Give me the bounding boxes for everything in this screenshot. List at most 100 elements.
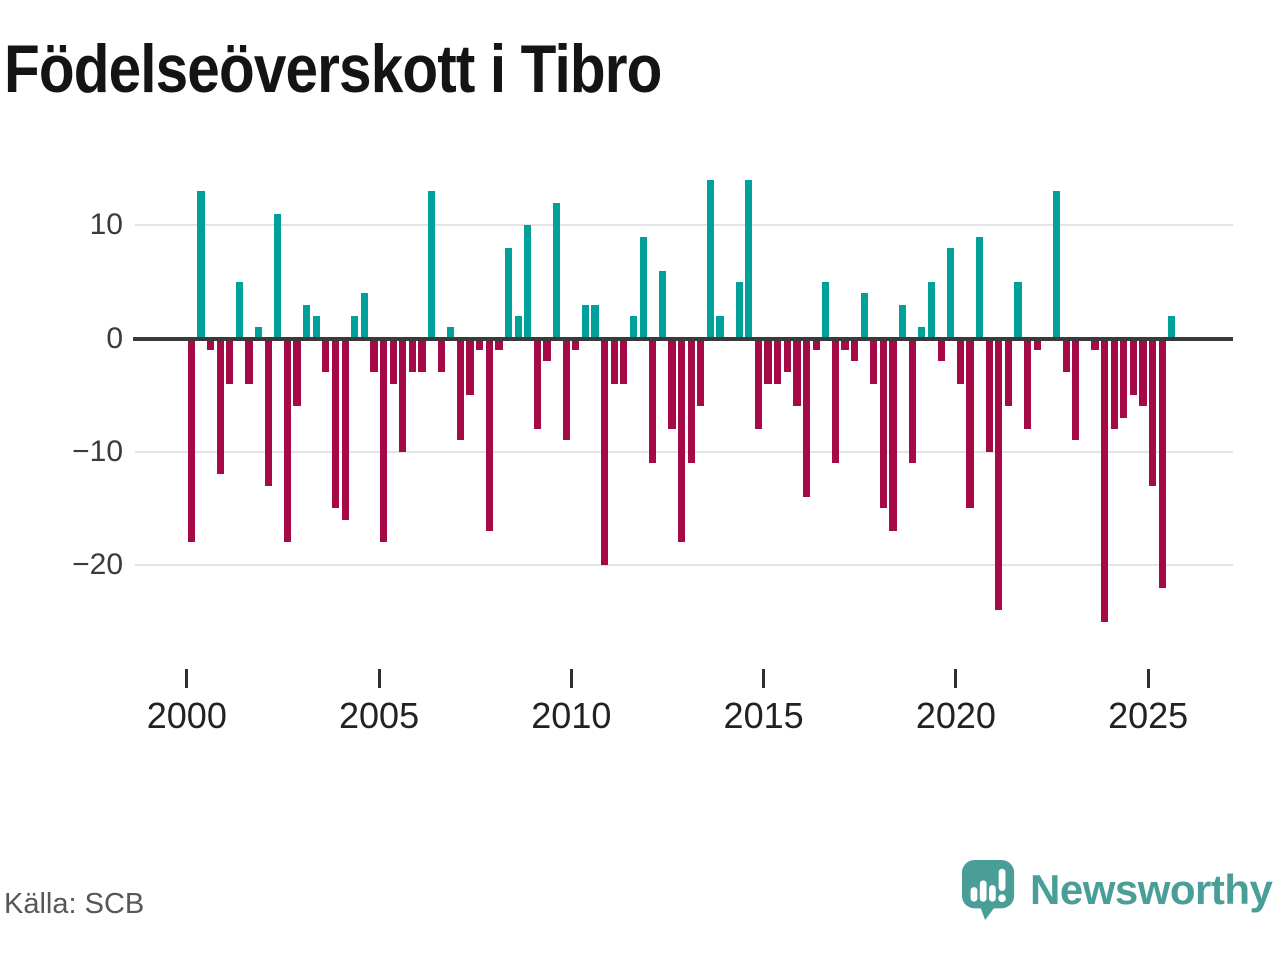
x-axis-tick-2015: [762, 669, 766, 688]
bar-2014-Q3: [745, 179, 753, 339]
bar-2024-Q3: [1129, 338, 1137, 396]
bar-2019-Q3: [937, 338, 945, 362]
bar-2014-Q4: [754, 338, 763, 430]
gridline--20: [135, 563, 1233, 566]
bar-2011-Q1: [610, 338, 618, 384]
bar-2009-Q3: [553, 202, 561, 339]
bar-2021-Q3: [1014, 281, 1022, 339]
bar-2012-Q3: [668, 338, 676, 430]
bar-2001-Q4: [254, 327, 263, 339]
bar-2019-Q4: [947, 247, 955, 339]
x-axis-tick-2005: [377, 669, 381, 688]
bar-2005-Q4: [408, 338, 416, 373]
bar-2021-Q4: [1024, 338, 1032, 430]
bar-2003-Q2: [312, 315, 320, 339]
bar-2012-Q1: [649, 338, 657, 464]
bar-2017-Q2: [851, 338, 859, 362]
bar-2000-Q1: [187, 338, 195, 543]
y-axis-label-10: 10: [89, 208, 123, 242]
newsworthy-branding: Newsworthy: [960, 858, 1273, 922]
bar-2023-Q4: [1100, 338, 1109, 622]
bar-2021-Q2: [1004, 338, 1013, 407]
bar-2021-Q1: [995, 338, 1003, 611]
bar-2011-Q4: [639, 236, 647, 339]
bar-2013-Q1: [687, 338, 695, 464]
bar-2017-Q3: [860, 293, 868, 339]
y-axis-label--10: −10: [72, 434, 123, 468]
bar-2004-Q1: [341, 338, 349, 520]
bar-2015-Q1: [764, 338, 772, 384]
bar-2017-Q4: [870, 338, 878, 384]
bar-2019-Q1: [918, 327, 926, 339]
bar-2001-Q1: [226, 338, 234, 384]
bar-2025-Q1: [1149, 338, 1157, 486]
bar-2016-Q3: [822, 281, 830, 339]
bar-2002-Q2: [274, 213, 282, 339]
bar-2016-Q1: [802, 338, 811, 498]
bar-2010-Q3: [591, 304, 599, 339]
x-axis-label-2025: 2025: [1108, 695, 1189, 736]
bar-2013-Q2: [697, 338, 705, 407]
bar-2012-Q2: [658, 270, 666, 339]
y-axis-label--20: −20: [72, 547, 123, 581]
y-axis-label-0: 0: [106, 321, 123, 355]
x-axis-label-2005: 2005: [339, 695, 420, 736]
bar-2014-Q2: [735, 281, 743, 339]
bar-2022-Q3: [1052, 191, 1061, 339]
bar-2023-Q3: [1091, 338, 1099, 350]
x-axis-label-2010: 2010: [531, 695, 612, 736]
bar-2005-Q3: [399, 338, 407, 452]
bar-2003-Q3: [322, 338, 330, 373]
bar-2006-Q1: [418, 338, 426, 373]
bar-2005-Q2: [389, 338, 397, 384]
bar-2003-Q4: [331, 338, 340, 509]
bar-2016-Q4: [831, 338, 839, 464]
bar-2017-Q1: [841, 338, 849, 350]
bar-2003-Q1: [303, 304, 311, 339]
bar-2025-Q2: [1158, 338, 1166, 588]
bar-2009-Q4: [562, 338, 570, 441]
x-axis-tick-2020: [954, 669, 958, 688]
x-axis-label-2000: 2000: [146, 695, 227, 736]
bar-2008-Q1: [495, 338, 503, 350]
bar-2000-Q4: [216, 338, 224, 475]
bar-2000-Q3: [206, 338, 215, 350]
newsworthy-logo-text: Newsworthy: [1030, 866, 1273, 913]
bar-2010-Q4: [601, 338, 609, 565]
gridline-10: [135, 224, 1233, 227]
bar-2008-Q2: [504, 247, 513, 339]
bar-2004-Q2: [351, 315, 359, 339]
bar-2009-Q2: [543, 338, 551, 362]
x-axis-tick-2000: [185, 669, 189, 688]
bar-2007-Q2: [466, 338, 474, 396]
bar-2010-Q1: [572, 338, 580, 350]
x-axis-label-2015: 2015: [723, 695, 804, 736]
bar-2006-Q3: [437, 338, 445, 373]
chart-title: Födelseöverskott i Tibro: [4, 31, 662, 107]
bar-2018-Q1: [879, 338, 888, 509]
bar-2008-Q3: [514, 315, 522, 339]
bar-2008-Q4: [524, 225, 532, 339]
bar-2015-Q2: [774, 338, 782, 384]
bar-2018-Q3: [899, 304, 907, 339]
bar-2001-Q3: [245, 338, 253, 384]
newsworthy-logo-icon: [961, 860, 1015, 920]
x-axis-tick-2025: [1146, 669, 1150, 688]
bar-2013-Q4: [716, 315, 724, 339]
bar-2020-Q3: [975, 236, 984, 339]
bar-2007-Q4: [485, 338, 493, 531]
zero-axis-line: [133, 336, 1233, 341]
bar-2018-Q4: [908, 338, 916, 464]
bar-2006-Q2: [428, 191, 436, 339]
bar-2023-Q1: [1072, 338, 1080, 441]
bar-2020-Q4: [985, 338, 993, 452]
bar-2013-Q3: [706, 179, 714, 339]
bar-2002-Q1: [264, 338, 272, 486]
bar-2005-Q1: [379, 338, 388, 543]
bar-2010-Q2: [581, 304, 590, 339]
bar-2019-Q2: [927, 281, 936, 339]
bar-2016-Q2: [812, 338, 820, 350]
bar-2025-Q3: [1168, 315, 1176, 339]
bar-2011-Q3: [629, 315, 638, 339]
